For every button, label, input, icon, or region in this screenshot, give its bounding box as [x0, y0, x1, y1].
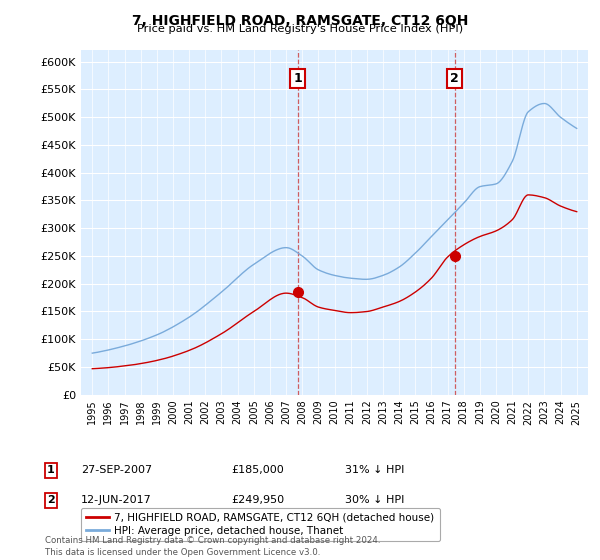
Text: 7, HIGHFIELD ROAD, RAMSGATE, CT12 6QH: 7, HIGHFIELD ROAD, RAMSGATE, CT12 6QH — [132, 14, 468, 28]
Text: £185,000: £185,000 — [231, 465, 284, 475]
Text: 12-JUN-2017: 12-JUN-2017 — [81, 495, 152, 505]
Text: 1: 1 — [293, 72, 302, 85]
Text: 31% ↓ HPI: 31% ↓ HPI — [345, 465, 404, 475]
Text: Contains HM Land Registry data © Crown copyright and database right 2024.
This d: Contains HM Land Registry data © Crown c… — [45, 536, 380, 557]
Legend: 7, HIGHFIELD ROAD, RAMSGATE, CT12 6QH (detached house), HPI: Average price, deta: 7, HIGHFIELD ROAD, RAMSGATE, CT12 6QH (d… — [81, 507, 440, 541]
Text: £249,950: £249,950 — [231, 495, 284, 505]
Text: Price paid vs. HM Land Registry's House Price Index (HPI): Price paid vs. HM Land Registry's House … — [137, 24, 463, 34]
Text: 2: 2 — [450, 72, 459, 85]
Text: 27-SEP-2007: 27-SEP-2007 — [81, 465, 152, 475]
Text: 30% ↓ HPI: 30% ↓ HPI — [345, 495, 404, 505]
Text: 1: 1 — [47, 465, 55, 475]
Text: 2: 2 — [47, 495, 55, 505]
